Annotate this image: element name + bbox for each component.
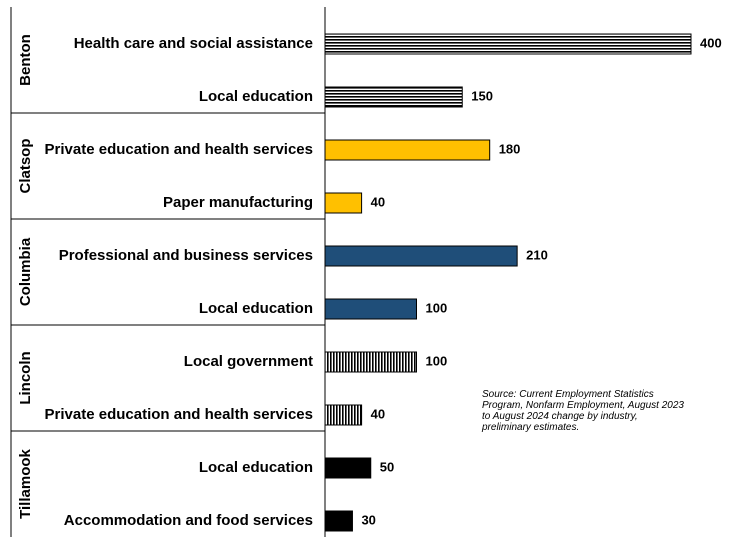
category-label: Accommodation and food services bbox=[64, 512, 313, 529]
data-label: 100 bbox=[426, 300, 448, 315]
bar bbox=[324, 457, 372, 479]
bar bbox=[324, 139, 491, 161]
category-label: Local education bbox=[199, 300, 313, 317]
category-label: Local education bbox=[199, 459, 313, 476]
category-label: Local government bbox=[184, 353, 313, 370]
bar bbox=[324, 86, 463, 108]
chart-frame bbox=[10, 7, 326, 537]
bar bbox=[324, 192, 363, 214]
group-label: Clatsop bbox=[17, 138, 34, 193]
category-label: Local education bbox=[199, 88, 313, 105]
bar bbox=[324, 351, 417, 373]
data-label: 100 bbox=[426, 353, 448, 368]
category-label: Professional and business services bbox=[59, 247, 313, 264]
group-label: Tillamook bbox=[17, 448, 34, 518]
data-label: 40 bbox=[371, 406, 385, 421]
bar bbox=[324, 510, 353, 532]
category-label: Health care and social assistance bbox=[74, 35, 313, 52]
bar bbox=[324, 245, 518, 267]
bar bbox=[324, 298, 417, 320]
bar bbox=[324, 33, 692, 55]
group-label: Columbia bbox=[17, 237, 34, 306]
data-label: 30 bbox=[361, 512, 375, 527]
data-label: 40 bbox=[371, 194, 385, 209]
group-label: Benton bbox=[17, 34, 34, 86]
data-label: 150 bbox=[471, 88, 493, 103]
bar bbox=[324, 404, 363, 426]
data-label: 400 bbox=[700, 35, 722, 50]
category-label: Paper manufacturing bbox=[163, 194, 313, 211]
category-label: Private education and health services bbox=[45, 141, 313, 158]
data-label: 50 bbox=[380, 459, 394, 474]
data-label: 210 bbox=[526, 247, 548, 262]
data-label: 180 bbox=[499, 141, 521, 156]
category-label: Private education and health services bbox=[45, 406, 313, 423]
group-label: Lincoln bbox=[17, 351, 34, 404]
chart-marks: Benton Health care and social assistance 4… bbox=[17, 33, 722, 532]
source-note: Source: Current Employment Statistics Pr… bbox=[482, 389, 684, 433]
